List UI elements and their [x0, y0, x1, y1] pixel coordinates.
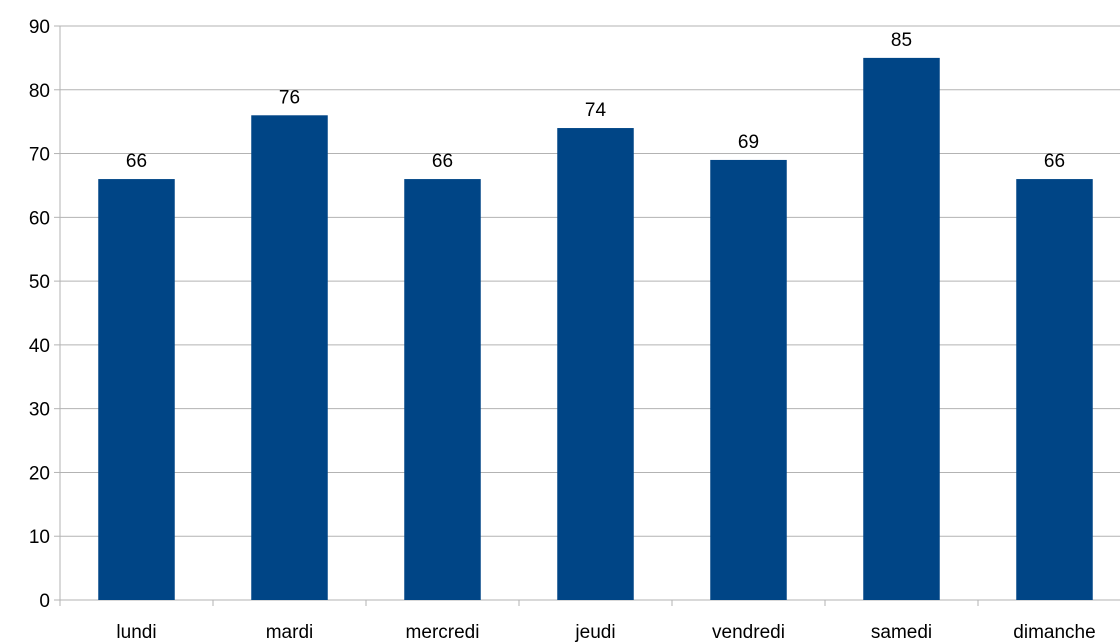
y-tick-label-30: 30 — [29, 400, 50, 421]
bar-mardi — [251, 115, 328, 601]
x-tick-label-jeudi: jeudi — [574, 622, 615, 642]
data-label-jeudi: 74 — [585, 100, 607, 121]
data-label-mercredi: 66 — [432, 151, 453, 172]
x-tick-label-dimanche: dimanche — [1013, 622, 1095, 642]
y-tick-label-60: 60 — [29, 208, 50, 229]
x-tick-label-lundi: lundi — [116, 622, 156, 642]
x-tick-label-mardi: mardi — [266, 622, 314, 642]
y-tick-label-0: 0 — [39, 591, 50, 612]
y-tick-label-50: 50 — [29, 272, 50, 293]
x-tick-label-samedi: samedi — [871, 622, 932, 642]
data-label-lundi: 66 — [126, 151, 147, 172]
bar-jeudi — [557, 128, 634, 601]
data-label-vendredi: 69 — [738, 132, 759, 153]
y-tick-label-10: 10 — [29, 527, 50, 548]
bar-dimanche — [1016, 179, 1093, 601]
x-tick-label-mercredi: mercredi — [406, 622, 480, 642]
y-tick-label-70: 70 — [29, 145, 50, 166]
x-tick-label-vendredi: vendredi — [712, 622, 785, 642]
x-axis-tick-labels: lundi mardi mercredi jeudi vendredi samedi dim… — [116, 622, 1095, 642]
y-tick-label-80: 80 — [29, 81, 50, 102]
bar-mercredi — [404, 179, 481, 601]
data-labels: 66 76 66 74 69 85 66 — [126, 30, 1065, 172]
bars — [98, 57, 1093, 601]
bar-samedi — [863, 57, 940, 600]
y-tick-label-90: 90 — [29, 17, 50, 38]
y-tick-label-40: 40 — [29, 336, 50, 357]
data-label-samedi: 85 — [891, 30, 912, 51]
y-tick-label-20: 20 — [29, 463, 50, 484]
y-axis-tick-labels: 0 10 20 30 40 50 60 70 80 90 — [29, 17, 50, 612]
bar-vendredi — [710, 159, 787, 600]
data-label-mardi: 76 — [279, 87, 300, 108]
data-label-dimanche: 66 — [1044, 151, 1065, 172]
bar-lundi — [98, 179, 175, 601]
